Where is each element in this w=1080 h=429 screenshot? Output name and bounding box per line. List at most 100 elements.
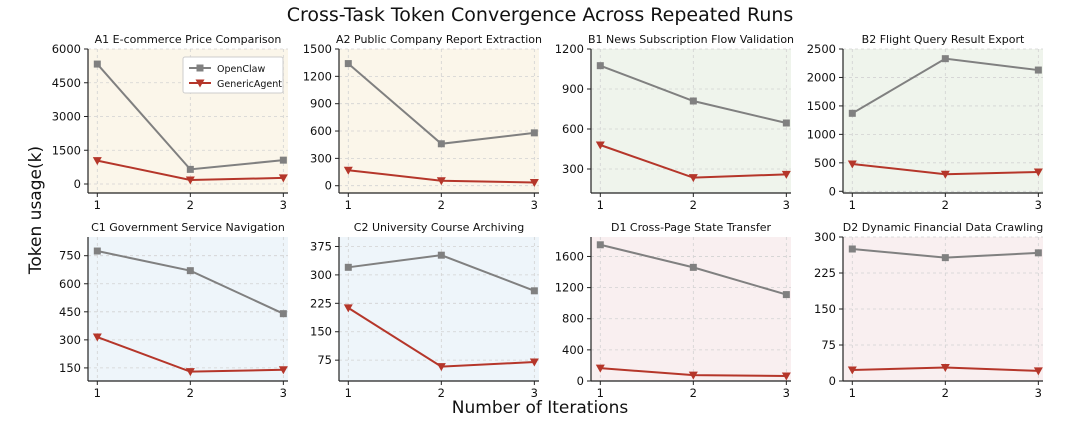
data-point-openclaw: [848, 109, 856, 117]
y-tick-label: 1500: [303, 42, 332, 56]
x-tick-label: 1: [345, 386, 352, 400]
data-point-openclaw: [848, 245, 856, 253]
x-tick-label: 2: [942, 198, 949, 212]
plot-area: [591, 49, 791, 193]
data-point-openclaw: [782, 119, 790, 127]
plot-area: [843, 49, 1043, 193]
data-point-genericagent: [92, 157, 102, 166]
data-point-genericagent: [1033, 168, 1043, 177]
panel-4: 0 500 1000 1500 2000 2500 1 2 3 B2 Flight Query R…: [807, 33, 1043, 212]
panel-title: B1 News Subscription Flow Validation: [588, 33, 794, 46]
y-tick-label: 6000: [52, 42, 81, 56]
y-tick-label: 1200: [303, 69, 332, 83]
data-point-openclaw: [689, 97, 697, 105]
y-tick-label: 75: [821, 338, 836, 352]
panel-title: B2 Flight Query Result Export: [862, 33, 1025, 46]
data-point-openclaw: [344, 263, 352, 271]
data-point-openclaw: [941, 254, 949, 262]
data-point-genericagent: [940, 364, 950, 373]
data-point-genericagent: [847, 160, 857, 169]
data-point-genericagent: [278, 366, 288, 375]
y-tick-label: 2500: [807, 42, 836, 56]
y-tick-label: 375: [310, 239, 332, 253]
y-tick-label: 0: [577, 374, 584, 388]
y-tick-label: 450: [59, 305, 81, 319]
x-axis-title: Number of Iterations: [451, 398, 629, 418]
x-tick-label: 2: [438, 386, 445, 400]
y-tick-label: 1200: [555, 281, 584, 295]
y-tick-label: 1600: [555, 249, 584, 263]
x-tick-label: 2: [942, 386, 949, 400]
data-point-openclaw: [279, 156, 287, 164]
panel-title: C1 Government Service Navigation: [91, 221, 285, 234]
y-tick-label: 600: [562, 122, 584, 136]
x-tick-label: 2: [690, 198, 697, 212]
panel-title: C2 University Course Archiving: [354, 221, 524, 234]
y-tick-label: 150: [814, 302, 836, 316]
y-tick-label: 0: [74, 177, 81, 191]
panel-title: D2 Dynamic Financial Data Crawling: [843, 221, 1043, 234]
data-point-openclaw: [186, 267, 194, 275]
x-tick-label: 2: [690, 386, 697, 400]
x-tick-label: 1: [597, 386, 604, 400]
y-tick-label: 900: [310, 97, 332, 111]
y-tick-label: 4500: [52, 76, 81, 90]
plot-area: [88, 237, 288, 381]
legend-label: OpenClaw: [217, 64, 265, 75]
y-tick-label: 0: [829, 374, 836, 388]
y-tick-label: 500: [814, 156, 836, 170]
y-tick-label: 800: [562, 312, 584, 326]
data-point-genericagent: [688, 174, 698, 183]
data-point-openclaw: [530, 287, 538, 295]
data-point-genericagent: [343, 304, 353, 313]
x-tick-label: 1: [345, 198, 352, 212]
data-point-genericagent: [781, 372, 791, 381]
data-point-genericagent: [940, 170, 950, 179]
plot-area: [339, 237, 539, 381]
data-point-genericagent: [688, 371, 698, 380]
x-tick-label: 2: [187, 198, 194, 212]
panel-3: 300 600 900 1200 1 2 3 B1 News Subscription Flo…: [555, 33, 794, 212]
data-point-openclaw: [437, 251, 445, 259]
data-point-genericagent: [847, 366, 857, 375]
x-tick-label: 3: [531, 386, 538, 400]
y-tick-label: 1000: [807, 127, 836, 141]
x-tick-label: 2: [187, 386, 194, 400]
panel-1: 0 1500 3000 4500 6000 1 2 3 A1 E-commerce Price …: [52, 33, 288, 212]
y-tick-label: 225: [814, 266, 836, 280]
data-point-openclaw: [1034, 249, 1042, 257]
plot-area: [591, 237, 791, 381]
data-point-openclaw: [782, 291, 790, 299]
data-point-genericagent: [595, 364, 605, 373]
data-point-openclaw: [437, 140, 445, 148]
y-tick-label: 300: [310, 151, 332, 165]
data-point-openclaw: [941, 55, 949, 63]
y-tick-label: 900: [562, 82, 584, 96]
y-tick-label: 1500: [807, 99, 836, 113]
data-point-openclaw: [530, 129, 538, 137]
y-tick-label: 225: [310, 296, 332, 310]
data-point-genericagent: [185, 368, 195, 377]
y-tick-label: 3000: [52, 110, 81, 124]
y-tick-label: 300: [310, 268, 332, 282]
y-tick-label: 400: [562, 343, 584, 357]
panel-title: A1 E-commerce Price Comparison: [95, 33, 282, 46]
x-tick-label: 1: [849, 198, 856, 212]
x-tick-label: 2: [438, 198, 445, 212]
y-tick-label: 600: [59, 277, 81, 291]
data-point-openclaw: [689, 263, 697, 271]
y-tick-label: 1500: [52, 143, 81, 157]
data-point-genericagent: [278, 174, 288, 183]
y-tick-label: 300: [814, 230, 836, 244]
data-point-openclaw: [93, 60, 101, 68]
y-tick-label: 600: [310, 124, 332, 138]
x-tick-label: 1: [94, 198, 101, 212]
y-tick-label: 75: [317, 353, 332, 367]
data-point-genericagent: [436, 363, 446, 372]
y-tick-label: 150: [59, 361, 81, 375]
panel-title: A2 Public Company Report Extraction: [336, 33, 542, 46]
x-tick-label: 1: [597, 198, 604, 212]
x-tick-label: 1: [849, 386, 856, 400]
